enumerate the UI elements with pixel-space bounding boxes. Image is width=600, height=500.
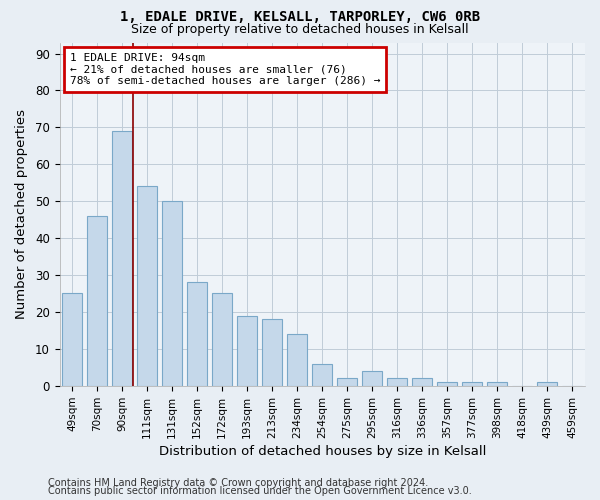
Text: Size of property relative to detached houses in Kelsall: Size of property relative to detached ho… <box>131 22 469 36</box>
Bar <box>162 201 182 386</box>
Bar <box>487 382 508 386</box>
Bar <box>312 364 332 386</box>
Bar <box>287 334 307 386</box>
Bar <box>463 382 482 386</box>
Bar <box>187 282 207 386</box>
Bar <box>538 382 557 386</box>
Bar <box>112 131 132 386</box>
Bar <box>87 216 107 386</box>
Bar <box>337 378 358 386</box>
Text: Contains HM Land Registry data © Crown copyright and database right 2024.: Contains HM Land Registry data © Crown c… <box>48 478 428 488</box>
Y-axis label: Number of detached properties: Number of detached properties <box>15 109 28 319</box>
Bar <box>212 294 232 386</box>
Text: 1 EDALE DRIVE: 94sqm
← 21% of detached houses are smaller (76)
78% of semi-detac: 1 EDALE DRIVE: 94sqm ← 21% of detached h… <box>70 53 380 86</box>
Text: 1, EDALE DRIVE, KELSALL, TARPORLEY, CW6 0RB: 1, EDALE DRIVE, KELSALL, TARPORLEY, CW6 … <box>120 10 480 24</box>
Bar <box>137 186 157 386</box>
Bar <box>412 378 433 386</box>
Bar <box>437 382 457 386</box>
Bar <box>362 371 382 386</box>
Bar <box>262 320 282 386</box>
Text: Contains public sector information licensed under the Open Government Licence v3: Contains public sector information licen… <box>48 486 472 496</box>
Bar <box>237 316 257 386</box>
Bar <box>62 294 82 386</box>
X-axis label: Distribution of detached houses by size in Kelsall: Distribution of detached houses by size … <box>158 444 486 458</box>
Bar <box>388 378 407 386</box>
